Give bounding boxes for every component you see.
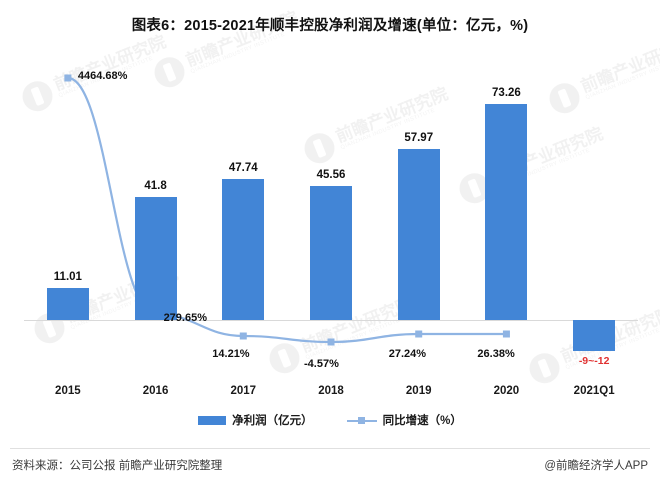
line-value-label-2020: 26.38% xyxy=(477,348,515,360)
legend-item-net-profit[interactable]: 净利润（亿元） xyxy=(198,412,313,428)
brand-note: @前瞻经济学人APP xyxy=(544,460,648,472)
x-tick-2019: 2019 xyxy=(405,385,432,397)
bar-2019[interactable] xyxy=(397,148,440,320)
legend-item-growth-rate[interactable]: 同比增速（%） xyxy=(346,412,462,428)
legend-line-swatch-icon xyxy=(346,416,377,425)
source-note: 资料来源：公司公报 前瞻产业研究院整理 xyxy=(12,460,223,472)
bar-value-label-2020: 73.26 xyxy=(492,86,521,99)
line-value-label-2015: 4464.68% xyxy=(77,70,128,82)
x-axis: 2015 2016 2017 2018 2019 2020 2021Q1 xyxy=(24,385,638,403)
line-marker-2018[interactable] xyxy=(327,338,335,346)
line-value-label-2019: 27.24% xyxy=(388,348,427,360)
legend-bar-swatch-icon xyxy=(198,415,227,425)
chart-legend: 净利润（亿元） 同比增速（%） xyxy=(0,412,660,428)
bar-2021Q1[interactable] xyxy=(573,320,616,351)
legend-label-growth-rate: 同比增速（%） xyxy=(382,415,462,427)
bar-value-label-2018: 45.56 xyxy=(316,168,346,181)
bar-2016[interactable] xyxy=(134,196,177,320)
x-tick-2016: 2016 xyxy=(142,385,169,397)
bar-2015[interactable] xyxy=(46,287,89,320)
x-tick-2021Q1: 2021Q1 xyxy=(573,385,615,397)
line-marker-2020[interactable] xyxy=(502,330,510,338)
bar-2018[interactable] xyxy=(310,185,352,320)
plot-area: 11.01 41.8 47.74 45.56 57.97 73.26 -9~-12 4464.… xyxy=(24,46,638,376)
chart-title: 图表6：2015-2021年顺丰控股净利润及增速(单位：亿元，%) xyxy=(131,18,529,34)
bar-2017[interactable] xyxy=(222,179,265,320)
bar-2020[interactable] xyxy=(485,103,528,320)
line-value-label-2017: 14.21% xyxy=(212,348,250,360)
bar-value-label-2016: 41.8 xyxy=(144,179,167,192)
x-tick-2018: 2018 xyxy=(318,385,344,397)
zero-baseline xyxy=(24,320,638,321)
line-marker-2015[interactable] xyxy=(64,74,72,82)
line-value-label-2016: 279.65% xyxy=(163,312,207,324)
bar-value-label-2017: 47.74 xyxy=(228,162,258,175)
bar-value-label-2021Q1: -9~-12 xyxy=(578,354,610,367)
line-marker-2019[interactable] xyxy=(415,330,423,338)
bar-value-label-2015: 11.01 xyxy=(53,270,82,283)
footer-divider xyxy=(10,448,650,449)
x-tick-2017: 2017 xyxy=(230,385,257,397)
x-tick-2015: 2015 xyxy=(55,385,81,397)
legend-label-net-profit: 净利润（亿元） xyxy=(232,415,313,427)
line-marker-2017[interactable] xyxy=(239,332,247,340)
x-tick-2020: 2020 xyxy=(493,385,520,397)
line-value-label-2018: -4.57% xyxy=(304,358,339,370)
bar-value-label-2019: 57.97 xyxy=(404,131,434,144)
